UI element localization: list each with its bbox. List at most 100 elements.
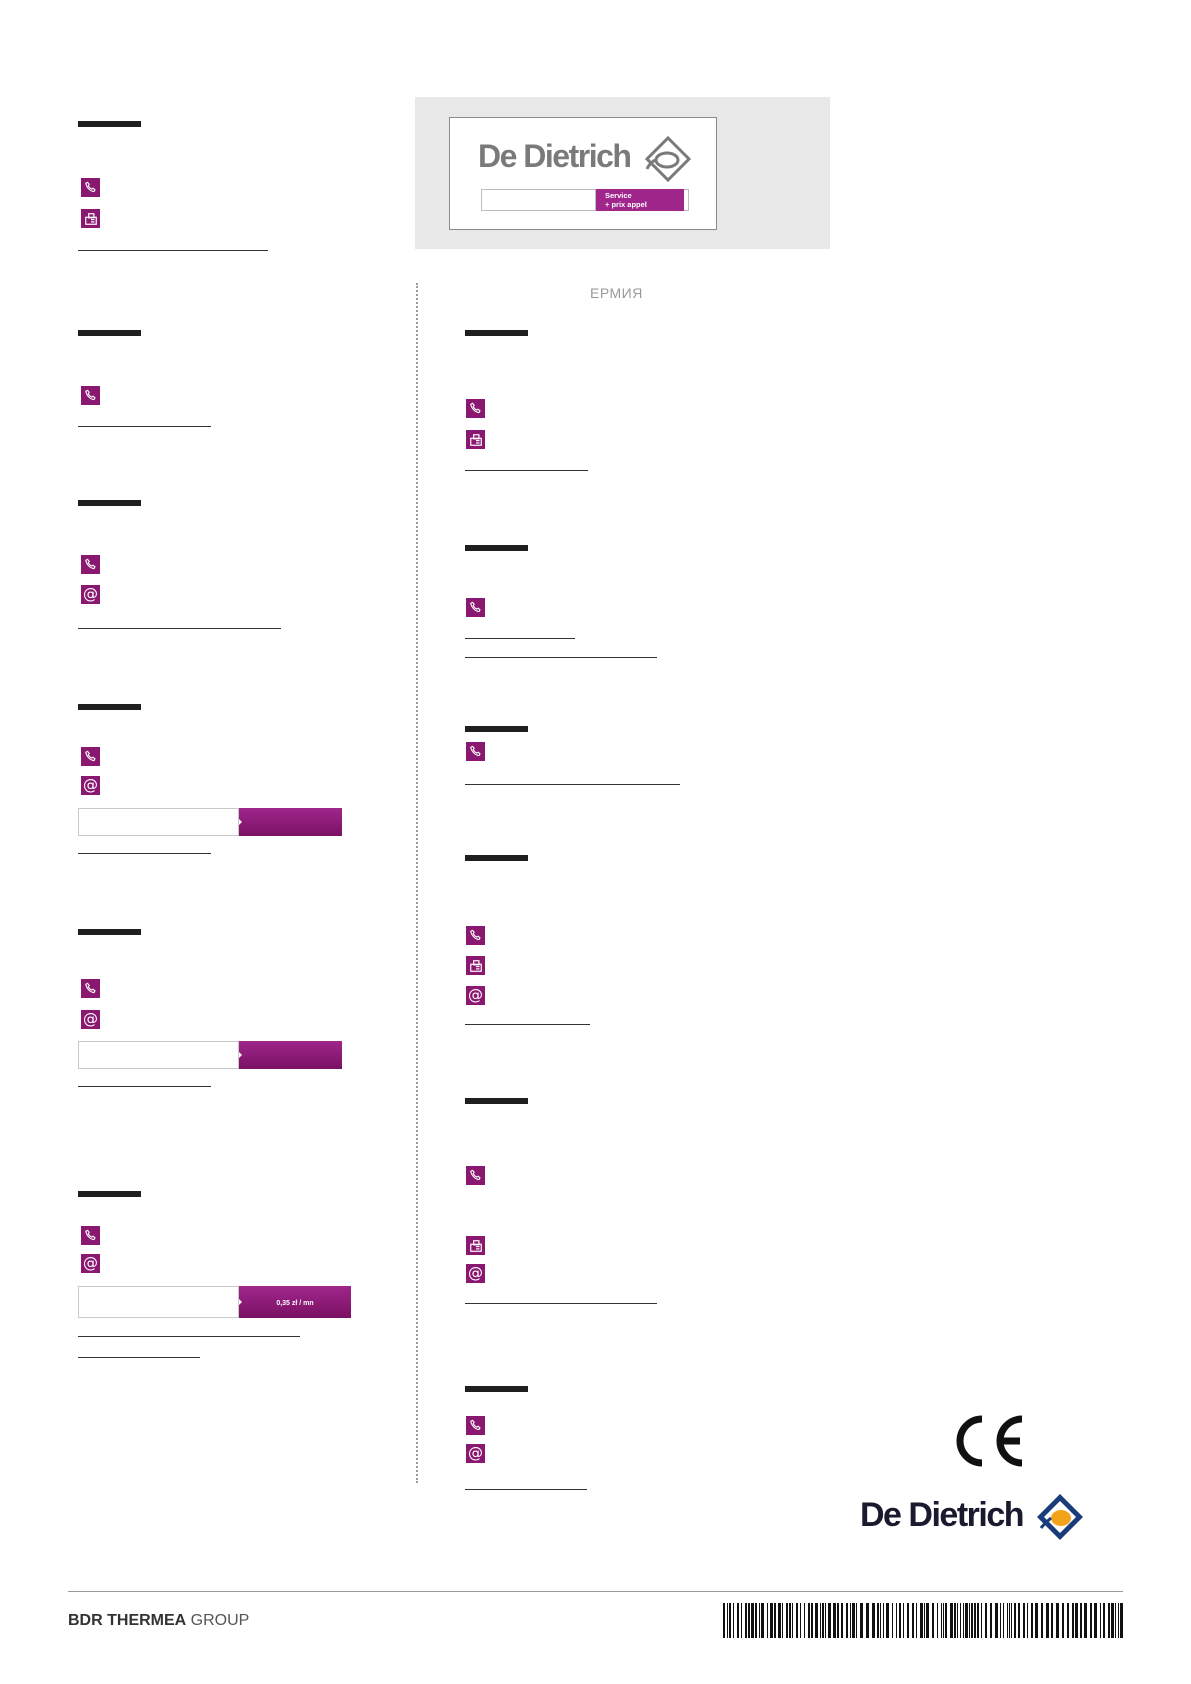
section-underline: [78, 628, 281, 629]
service-card: De Dietrich Service + prix appel: [449, 117, 717, 230]
barcode-bar: [1103, 1603, 1105, 1638]
barcode-bar: [808, 1603, 810, 1638]
barcode-bar: [880, 1603, 881, 1638]
barcode-bar: [941, 1603, 942, 1638]
fax-icon: [466, 1236, 485, 1255]
phone-icon: [81, 1226, 100, 1245]
section-marker-bar: [465, 726, 528, 732]
phone-icon: [466, 926, 485, 945]
card-service-label: Service + prix appel: [596, 189, 684, 211]
barcode-bar: [759, 1603, 760, 1638]
barcode-bar: [727, 1603, 728, 1638]
barcode-bar: [872, 1603, 875, 1638]
service-price-box: [239, 808, 342, 836]
barcode-bar: [804, 1603, 805, 1638]
card-brand-text: De Dietrich: [478, 138, 632, 174]
barcode-bar: [916, 1603, 917, 1638]
at-icon: @: [466, 985, 485, 1005]
barcode-bar: [815, 1603, 818, 1638]
barcode-bar: [985, 1603, 987, 1638]
section-marker-bar: [78, 121, 141, 127]
phone-icon: [466, 742, 485, 761]
barcode-bar: [1056, 1603, 1059, 1638]
fax-icon: [81, 209, 100, 228]
barcode-bar: [833, 1603, 836, 1638]
at-icon: @: [81, 775, 100, 795]
barcode-bar: [1023, 1603, 1025, 1638]
section-marker-bar: [465, 330, 528, 336]
barcode-bar: [960, 1603, 961, 1638]
at-icon: @: [466, 1263, 485, 1283]
barcode-bar: [860, 1603, 863, 1638]
barcode-bar: [1080, 1603, 1082, 1638]
phone-icon: [466, 399, 485, 418]
card-service-strip: Service + prix appel: [481, 189, 689, 211]
barcode-bar: [782, 1603, 783, 1638]
barcode-bar: [1046, 1603, 1049, 1638]
barcode-bar: [866, 1603, 869, 1638]
barcode-bar: [1075, 1603, 1078, 1638]
phone-icon: [81, 555, 100, 574]
barcode-bar: [920, 1603, 923, 1638]
service-strip-notch: [239, 819, 242, 825]
phone-icon: [81, 386, 100, 405]
card-brand-logo-icon: [645, 136, 691, 182]
service-number-strip: [78, 808, 342, 836]
card-service-tail: [684, 189, 689, 211]
barcode-bar: [751, 1603, 754, 1638]
section-marker-bar: [78, 929, 141, 935]
section-underline: [465, 657, 657, 658]
barcode-bar: [1018, 1603, 1020, 1638]
section-underline: [465, 1489, 587, 1490]
barcode-bar: [1031, 1603, 1033, 1638]
barcode-bar: [822, 1603, 824, 1638]
barcode-bar: [1035, 1603, 1038, 1638]
barcode-bar: [907, 1603, 909, 1638]
section-underline: [465, 1303, 657, 1304]
group-name-light: GROUP: [190, 1612, 250, 1629]
service-strip-notch: [239, 1299, 242, 1305]
barcode-bar: [767, 1603, 768, 1638]
barcode-bar: [963, 1603, 964, 1638]
barcode-bar: [1062, 1603, 1064, 1638]
section-marker-bar: [465, 1386, 528, 1392]
footer-rule: [68, 1591, 1123, 1592]
service-price-box: [239, 1041, 342, 1069]
barcode-bar: [1027, 1603, 1028, 1638]
barcode-bar: [950, 1603, 953, 1638]
barcode-bar: [1072, 1603, 1074, 1638]
section-underline: [78, 1086, 211, 1087]
section-underline: [465, 1024, 590, 1025]
card-service-number-box: [481, 189, 596, 211]
barcode-bar: [886, 1603, 889, 1638]
barcode-bar: [974, 1603, 976, 1638]
service-number-box: [78, 1041, 239, 1069]
fax-icon: [466, 430, 485, 449]
barcode-bar: [1003, 1603, 1004, 1638]
service-price-text: 0,35 zł / mn: [276, 1299, 314, 1307]
barcode-bar: [1007, 1603, 1008, 1638]
footer-brand-text: De Dietrich: [860, 1496, 1025, 1534]
at-icon: @: [81, 1253, 100, 1273]
phone-icon: [81, 747, 100, 766]
right-column-heading: ЕРМИЯ: [590, 285, 643, 301]
section-marker-bar: [465, 1098, 528, 1104]
phone-icon: [466, 1166, 485, 1185]
barcode-bar: [957, 1603, 958, 1638]
barcode-bar: [755, 1603, 757, 1638]
barcode-bar: [820, 1603, 821, 1638]
barcode-bar: [800, 1603, 801, 1638]
barcode-bar: [1118, 1603, 1119, 1638]
barcode-bar: [1120, 1603, 1123, 1638]
barcode-bar: [896, 1603, 897, 1638]
barcode-bar: [883, 1603, 884, 1638]
barcode-bar: [954, 1603, 956, 1638]
barcode-bar: [943, 1603, 944, 1638]
at-icon: @: [81, 1009, 100, 1029]
barcode-bar: [1000, 1603, 1001, 1638]
card-service-line-1: Service: [605, 191, 632, 200]
phone-icon: [466, 1416, 485, 1435]
barcode-bar: [1011, 1603, 1012, 1638]
barcode-bar: [837, 1603, 839, 1638]
barcode-bar: [995, 1603, 998, 1638]
